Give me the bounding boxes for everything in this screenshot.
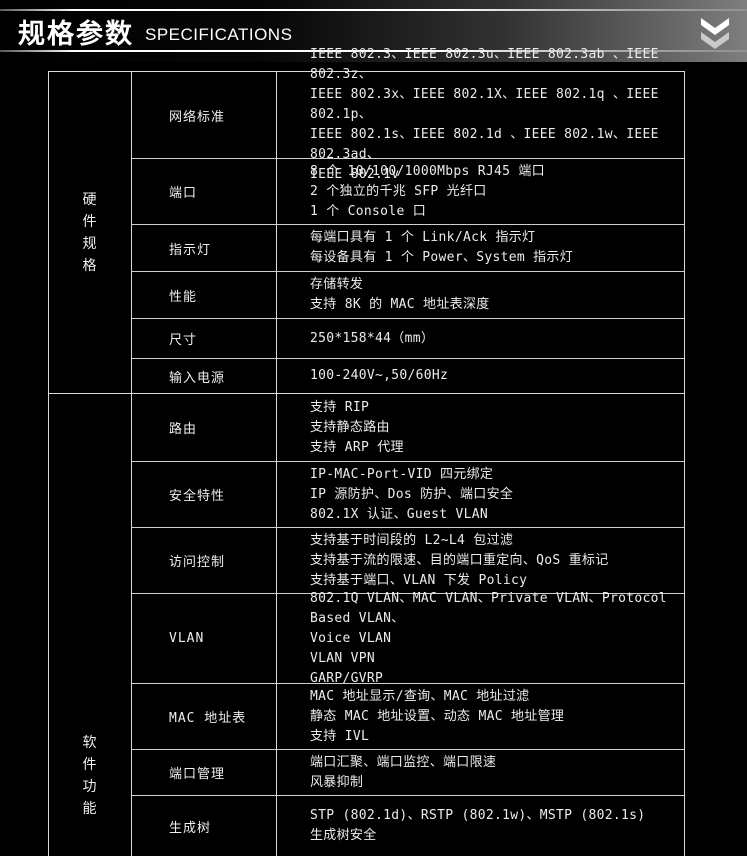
- table-row-power-input: 输入电源 100-240V~,50/60Hz: [132, 359, 684, 393]
- spec-label: VLAN: [132, 594, 277, 683]
- header-titles: 规格参数 SPECIFICATIONS: [18, 0, 292, 62]
- spec-value-cell: 每端口具有 1 个 Link/Ack 指示灯 每设备具有 1 个 Power、S…: [277, 225, 684, 271]
- page-subtitle: SPECIFICATIONS: [145, 24, 293, 44]
- spec-value-cell: 存储转发 支持 8K 的 MAC 地址表深度: [277, 272, 684, 318]
- spec-value: 802.1Q VLAN、MAC VLAN、Private VLAN、Protoc…: [310, 590, 667, 686]
- spec-label: 访问控制: [132, 528, 277, 593]
- table-row-dimensions: 尺寸 250*158*44（mm）: [132, 319, 684, 359]
- table-row-security: 安全特性 IP-MAC-Port-VID 四元绑定 IP 源防护、Dos 防护、…: [132, 462, 684, 528]
- header-bottom-rule: [0, 50, 747, 52]
- spec-value-cell: 支持 RIP 支持静态路由 支持 ARP 代理: [277, 394, 684, 461]
- category-label-software: 软 件 功 能: [82, 735, 98, 817]
- spec-value-cell: STP (802.1d)、RSTP (802.1w)、MSTP (802.1s)…: [277, 796, 684, 856]
- section-software-functions: 软 件 功 能 路由 支持 RIP 支持静态路由 支持 ARP 代理 安全特性 …: [49, 394, 684, 856]
- table-row-ports: 端口 8 个 10/100/1000Mbps RJ45 端口 2 个独立的千兆 …: [132, 159, 684, 225]
- spec-value: STP (802.1d)、RSTP (802.1w)、MSTP (802.1s)…: [310, 808, 646, 843]
- table-row-vlan: VLAN 802.1Q VLAN、MAC VLAN、Private VLAN、P…: [132, 591, 684, 686]
- spec-value-cell: MAC 地址显示/查询、MAC 地址过滤 静态 MAC 地址设置、动态 MAC …: [277, 684, 684, 749]
- spec-value-cell: 端口汇聚、端口监控、端口限速 风暴抑制: [277, 750, 684, 795]
- spec-value: 每端口具有 1 个 Link/Ack 指示灯 每设备具有 1 个 Power、S…: [310, 230, 574, 265]
- spec-label: 端口: [132, 159, 277, 224]
- software-rows: 路由 支持 RIP 支持静态路由 支持 ARP 代理 安全特性 IP-MAC-P…: [132, 394, 684, 856]
- spec-label: 路由: [132, 394, 277, 461]
- header-top-rule: [0, 9, 747, 11]
- spec-label: 生成树: [132, 796, 277, 856]
- section-hardware-specs: 硬 件 规 格 网络标准 IEEE 802.3、IEEE 802.3u、IEEE…: [49, 47, 684, 394]
- category-cell-hardware: 硬 件 规 格: [49, 72, 132, 393]
- table-row-network-standards: 网络标准 IEEE 802.3、IEEE 802.3u、IEEE 802.3ab…: [132, 47, 684, 182]
- spec-value-cell: 8 个 10/100/1000Mbps RJ45 端口 2 个独立的千兆 SFP…: [277, 159, 684, 224]
- spec-label: 尺寸: [132, 319, 277, 358]
- category-cell-software: 软 件 功 能: [49, 394, 132, 856]
- spec-label: MAC 地址表: [132, 684, 277, 749]
- category-label-hardware: 硬 件 规 格: [82, 191, 98, 274]
- table-row-port-management: 端口管理 端口汇聚、端口监控、端口限速 风暴抑制: [132, 750, 684, 796]
- table-row-performance: 性能 存储转发 支持 8K 的 MAC 地址表深度: [132, 272, 684, 319]
- specifications-header: 规格参数 SPECIFICATIONS: [0, 0, 747, 62]
- double-chevron-down-icon[interactable]: [700, 17, 730, 49]
- spec-value: IP-MAC-Port-VID 四元绑定 IP 源防护、Dos 防护、端口安全 …: [310, 466, 514, 522]
- spec-value: MAC 地址显示/查询、MAC 地址过滤 静态 MAC 地址设置、动态 MAC …: [310, 688, 565, 744]
- spec-value-cell: 100-240V~,50/60Hz: [277, 359, 684, 393]
- spec-value-cell: IP-MAC-Port-VID 四元绑定 IP 源防护、Dos 防护、端口安全 …: [277, 462, 684, 527]
- spec-value: 100-240V~,50/60Hz: [310, 368, 449, 383]
- spec-label: 网络标准: [132, 72, 277, 158]
- table-row-routing: 路由 支持 RIP 支持静态路由 支持 ARP 代理: [132, 394, 684, 462]
- spec-value-cell: 802.1Q VLAN、MAC VLAN、Private VLAN、Protoc…: [277, 591, 684, 686]
- spec-value: 支持 RIP 支持静态路由 支持 ARP 代理: [310, 399, 404, 455]
- spec-label: 性能: [132, 272, 277, 318]
- table-row-access-control: 访问控制 支持基于时间段的 L2~L4 包过滤 支持基于流的限速、目的端口重定向…: [132, 528, 684, 594]
- spec-value: 8 个 10/100/1000Mbps RJ45 端口 2 个独立的千兆 SFP…: [310, 163, 545, 219]
- table-row-mac-table: MAC 地址表 MAC 地址显示/查询、MAC 地址过滤 静态 MAC 地址设置…: [132, 684, 684, 750]
- spec-value: 250*158*44（mm）: [310, 330, 435, 346]
- spec-value: 端口汇聚、端口监控、端口限速 风暴抑制: [310, 754, 497, 790]
- spec-value-cell: 250*158*44（mm）: [277, 319, 684, 358]
- specifications-table: 硬 件 规 格 网络标准 IEEE 802.3、IEEE 802.3u、IEEE…: [48, 47, 685, 856]
- spec-label: 指示灯: [132, 225, 277, 271]
- page-title: 规格参数: [18, 18, 134, 50]
- table-row-spanning-tree: 生成树 STP (802.1d)、RSTP (802.1w)、MSTP (802…: [132, 796, 684, 856]
- spec-label: 端口管理: [132, 750, 277, 795]
- spec-label: 安全特性: [132, 462, 277, 527]
- table-row-indicators: 指示灯 每端口具有 1 个 Link/Ack 指示灯 每设备具有 1 个 Pow…: [132, 225, 684, 272]
- spec-value-cell: 支持基于时间段的 L2~L4 包过滤 支持基于流的限速、目的端口重定向、QoS …: [277, 528, 684, 593]
- hardware-rows: 网络标准 IEEE 802.3、IEEE 802.3u、IEEE 802.3ab…: [132, 47, 684, 393]
- spec-value-cell: IEEE 802.3、IEEE 802.3u、IEEE 802.3ab 、IEE…: [277, 47, 684, 182]
- spec-value: 存储转发 支持 8K 的 MAC 地址表深度: [310, 277, 490, 312]
- spec-value: 支持基于时间段的 L2~L4 包过滤 支持基于流的限速、目的端口重定向、QoS …: [310, 532, 609, 588]
- spec-value: IEEE 802.3、IEEE 802.3u、IEEE 802.3ab 、IEE…: [310, 47, 659, 182]
- spec-label: 输入电源: [132, 359, 277, 393]
